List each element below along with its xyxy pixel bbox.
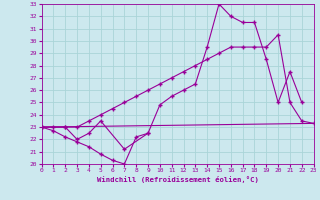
X-axis label: Windchill (Refroidissement éolien,°C): Windchill (Refroidissement éolien,°C) [97,176,259,183]
